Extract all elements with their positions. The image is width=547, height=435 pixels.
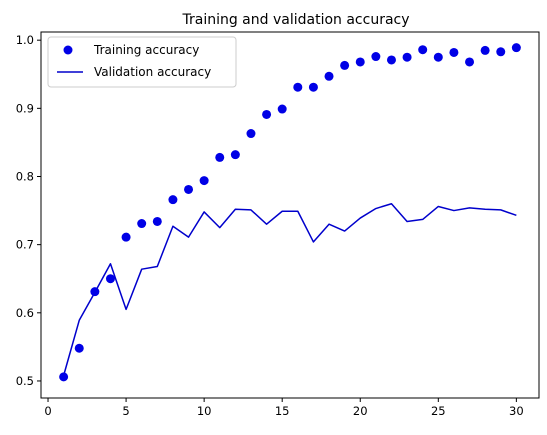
training-accuracy-point: [465, 57, 475, 67]
training-accuracy-point: [371, 52, 381, 62]
legend-label-validation: Validation accuracy: [94, 65, 211, 79]
chart-title: Training and validation accuracy: [181, 12, 409, 28]
legend-label-training: Training accuracy: [93, 43, 199, 57]
x-tick-label: 20: [353, 404, 368, 418]
series-layer: [59, 43, 521, 382]
x-tick-label: 5: [122, 404, 129, 418]
legend: Training accuracy Validation accuracy: [47, 36, 237, 88]
training-accuracy-point: [418, 45, 428, 55]
training-accuracy-point: [340, 60, 350, 70]
training-accuracy-point: [215, 152, 225, 162]
training-accuracy-point: [121, 232, 131, 242]
training-accuracy-point: [511, 43, 521, 53]
training-accuracy-point: [449, 47, 459, 57]
training-accuracy-point: [386, 55, 396, 65]
training-accuracy-point: [262, 109, 272, 119]
y-tick-label: 0.7: [16, 238, 34, 252]
y-tick-label: 0.5: [16, 374, 34, 388]
x-axis: 0 5 10 15 20 25 30: [44, 398, 524, 418]
x-tick-label: 10: [197, 404, 212, 418]
x-tick-label: 15: [275, 404, 290, 418]
y-axis: 0.5 0.6 0.7 0.8 0.9 1.0: [16, 33, 41, 388]
y-tick-label: 0.9: [16, 101, 34, 115]
y-tick-label: 1.0: [16, 33, 34, 47]
training-accuracy-point: [402, 52, 412, 62]
y-tick-label: 0.8: [16, 169, 34, 183]
x-tick-label: 0: [44, 404, 51, 418]
legend-box: [47, 36, 237, 88]
training-accuracy-point: [324, 71, 334, 81]
training-accuracy-point: [59, 372, 69, 382]
validation-accuracy-line: [62, 203, 517, 376]
training-accuracy-point: [480, 45, 490, 55]
training-accuracy-point: [152, 216, 162, 226]
training-accuracy-point: [90, 287, 100, 297]
training-accuracy-point: [74, 343, 84, 353]
plot-frame: [40, 31, 540, 399]
training-accuracy-point: [433, 52, 443, 62]
y-tick-label: 0.6: [16, 306, 34, 320]
x-tick-label: 30: [509, 404, 524, 418]
training-accuracy-point: [184, 184, 194, 194]
training-accuracy-point: [168, 195, 178, 205]
training-accuracy-point: [277, 104, 287, 114]
training-accuracy-point: [199, 176, 209, 186]
legend-marker-training: [63, 45, 73, 55]
training-accuracy-point: [308, 82, 318, 92]
training-accuracy-point: [105, 274, 115, 284]
training-accuracy-point: [246, 129, 256, 139]
x-tick-label: 25: [431, 404, 446, 418]
training-accuracy-point: [137, 219, 147, 229]
training-accuracy-point: [355, 57, 365, 67]
training-accuracy-point: [496, 47, 506, 57]
training-accuracy-point: [230, 150, 240, 160]
training-accuracy-point: [293, 82, 303, 92]
